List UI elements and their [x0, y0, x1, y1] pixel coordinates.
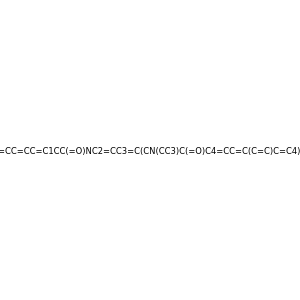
- Text: FC1=CC=CC=C1CC(=O)NC2=CC3=C(CN(CC3)C(=O)C4=CC=C(C=C)C=C4)C=C2: FC1=CC=CC=C1CC(=O)NC2=CC3=C(CN(CC3)C(=O)…: [0, 147, 300, 156]
